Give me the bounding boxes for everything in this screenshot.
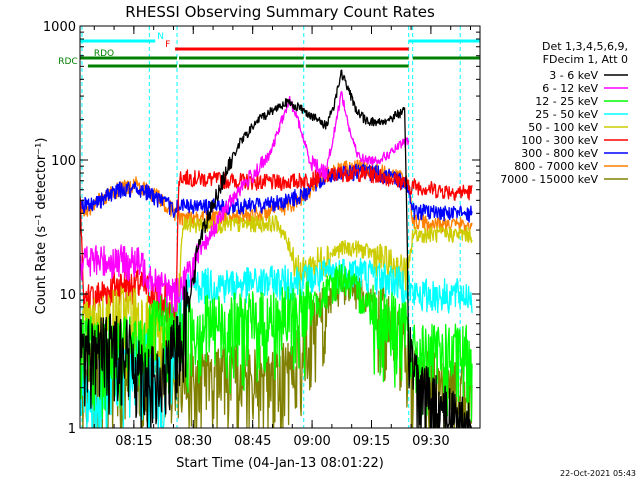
x-tick-label-1: 08:30 [175,434,212,449]
y-axis-label: Count Rate (s⁻¹ detector⁻¹) [34,138,49,315]
series-line-0 [80,69,473,428]
legend: Det 1,3,4,5,6,9,FDecim 1, Att 0 3 - 6 keV… [500,40,628,186]
x-tick-label-3: 09:00 [293,434,330,449]
legend-label-3: 25 - 50 keV [535,108,598,121]
series-line-1 [80,90,410,314]
y-tick-label-2: 100 [51,154,76,169]
flag-label-rdc: RDC [58,57,77,67]
plot-content [80,26,473,428]
legend-label-0: 3 - 6 keV [549,69,598,82]
x-tick-label-4: 09:15 [353,434,390,449]
x-axis-label: Start Time (04-Jan-13 08:01:22) [176,456,384,471]
flag-label-n: N [157,32,164,42]
y-tick-label-1: 10 [59,288,76,303]
legend-label-4: 50 - 100 keV [528,121,598,134]
plot-area: NF RDO RDC [58,25,481,429]
timestamp: 22-Oct-2021 05:43 [560,469,636,478]
legend-header-0: Det 1,3,4,5,6,9, [542,40,628,53]
flag-label-f: F [165,40,170,50]
x-tick-label-5: 09:30 [412,434,449,449]
legend-header-1: FDecim 1, Att 0 [543,53,628,66]
legend-label-6: 300 - 800 keV [521,147,598,160]
axis-ticks: 1 10 100 1000 08:15 08:30 08:45 09:00 09:15 09:30 [43,20,480,449]
legend-label-1: 6 - 12 keV [542,82,598,95]
legend-label-8: 7000 - 15000 keV [500,173,598,186]
legend-label-5: 100 - 300 keV [521,134,598,147]
series-line-7 [80,159,473,234]
flag-label-rdo: RDO [94,49,114,59]
legend-label-7: 800 - 7000 keV [514,160,598,173]
x-tick-label-2: 08:45 [234,434,271,449]
y-tick-label-0: 1 [68,422,76,437]
chart-title: RHESSI Observing Summary Count Rates [125,3,435,21]
plot-frame [79,25,481,429]
legend-label-2: 12 - 25 keV [535,95,598,108]
y-tick-label-3: 1000 [43,20,76,35]
series-line-6 [80,163,473,223]
x-tick-label-0: 08:15 [115,434,152,449]
